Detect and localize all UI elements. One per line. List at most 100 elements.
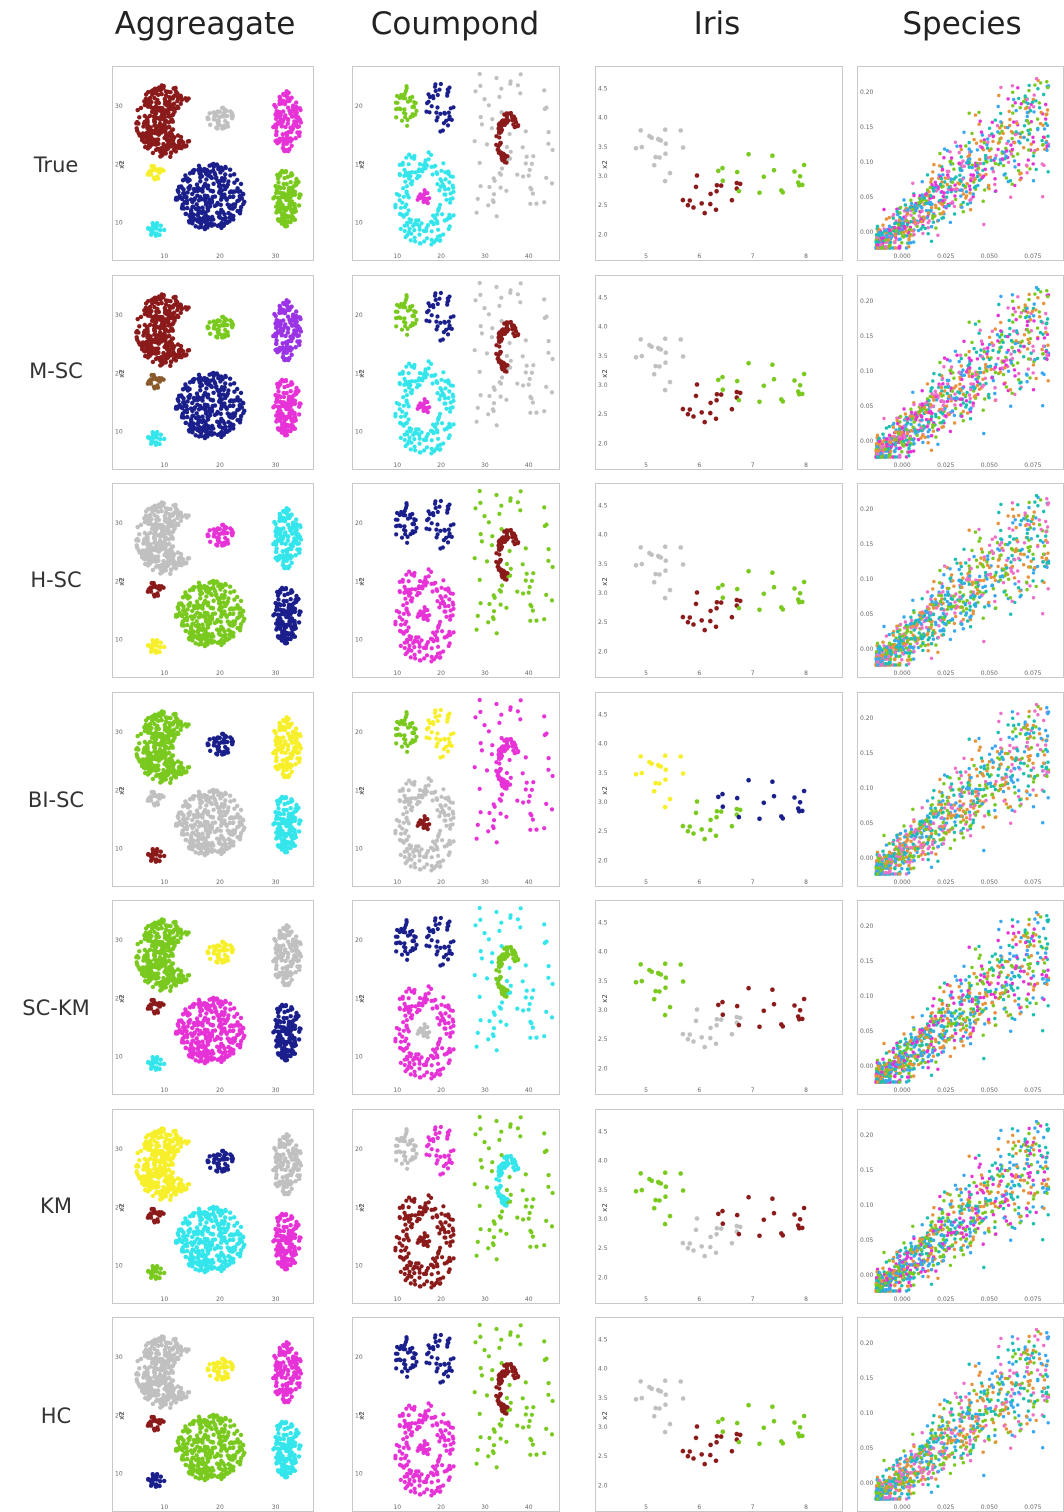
data-point (214, 175, 218, 179)
data-point (181, 817, 185, 821)
data-point (162, 118, 166, 122)
data-point (205, 404, 209, 408)
data-point (182, 978, 186, 982)
data-point (222, 838, 226, 842)
data-point (151, 318, 155, 322)
data-point (145, 345, 149, 349)
data-point (228, 820, 232, 824)
row-label-bi-sc: BI-SC (0, 788, 112, 812)
data-point (283, 125, 287, 129)
data-point (210, 616, 214, 620)
data-point (211, 1016, 215, 1020)
data-point (155, 336, 159, 340)
data-point (282, 926, 286, 930)
data-point (278, 399, 282, 403)
data-point (273, 123, 277, 127)
data-point (204, 594, 208, 598)
data-point (217, 1018, 221, 1022)
data-point (271, 405, 275, 409)
data-point (288, 334, 292, 338)
data-point (152, 593, 156, 597)
data-point (228, 943, 232, 947)
data-point (187, 1053, 191, 1057)
data-point (284, 982, 288, 986)
data-point (150, 437, 154, 441)
data-point (195, 828, 199, 832)
data-point (206, 742, 210, 746)
data-point (289, 588, 293, 592)
data-point (285, 550, 289, 554)
data-point (203, 182, 207, 186)
data-point (237, 190, 241, 194)
x-tick-label: 10 (161, 462, 169, 469)
data-point (235, 178, 239, 182)
data-point (279, 404, 283, 408)
data-point (178, 511, 182, 515)
data-point (159, 641, 163, 645)
data-point (156, 176, 160, 180)
data-point (289, 130, 293, 134)
data-point (209, 843, 213, 847)
data-point (217, 629, 221, 633)
data-point (274, 951, 278, 955)
data-point (203, 215, 207, 219)
data-point (162, 1062, 166, 1066)
data-point (241, 818, 245, 822)
data-point (143, 349, 147, 353)
data-point (159, 1058, 163, 1062)
data-point (226, 182, 230, 186)
data-point (284, 357, 288, 361)
data-point (187, 803, 191, 807)
data-point (217, 212, 221, 216)
data-point (235, 209, 239, 213)
data-point (223, 381, 227, 385)
data-point (205, 195, 209, 199)
data-point (295, 945, 299, 949)
data-point (157, 772, 161, 776)
data-point (220, 335, 224, 339)
data-point (164, 111, 168, 115)
data-point (159, 584, 163, 588)
points-group (134, 500, 303, 655)
data-point (203, 419, 207, 423)
data-point (221, 183, 225, 187)
data-point (195, 838, 199, 842)
data-point (282, 92, 286, 96)
y-axis-label: x2 (118, 994, 126, 1003)
data-point (152, 745, 156, 749)
data-point (228, 403, 232, 407)
data-point (150, 646, 154, 650)
data-point (294, 345, 298, 349)
data-point (174, 89, 178, 93)
data-point (176, 814, 180, 818)
data-point (276, 426, 280, 430)
data-point (145, 324, 149, 328)
data-point (271, 822, 275, 826)
data-point (285, 967, 289, 971)
data-point (185, 410, 189, 414)
data-point (284, 378, 288, 382)
data-point (273, 946, 277, 950)
data-point (138, 133, 142, 137)
data-point (218, 379, 222, 383)
data-point (223, 172, 227, 176)
data-point (152, 536, 156, 540)
data-point (285, 758, 289, 762)
data-point (198, 1009, 202, 1013)
data-point (170, 743, 174, 747)
data-point (148, 557, 152, 561)
data-point (209, 218, 213, 222)
data-point (172, 720, 176, 724)
data-point (222, 421, 226, 425)
data-point (172, 511, 176, 515)
data-point (276, 843, 280, 847)
data-point (219, 203, 223, 207)
data-point (196, 606, 200, 610)
data-point (223, 316, 227, 320)
data-point (145, 136, 149, 140)
data-point (228, 735, 232, 739)
data-point (203, 599, 207, 603)
data-point (228, 1040, 232, 1044)
